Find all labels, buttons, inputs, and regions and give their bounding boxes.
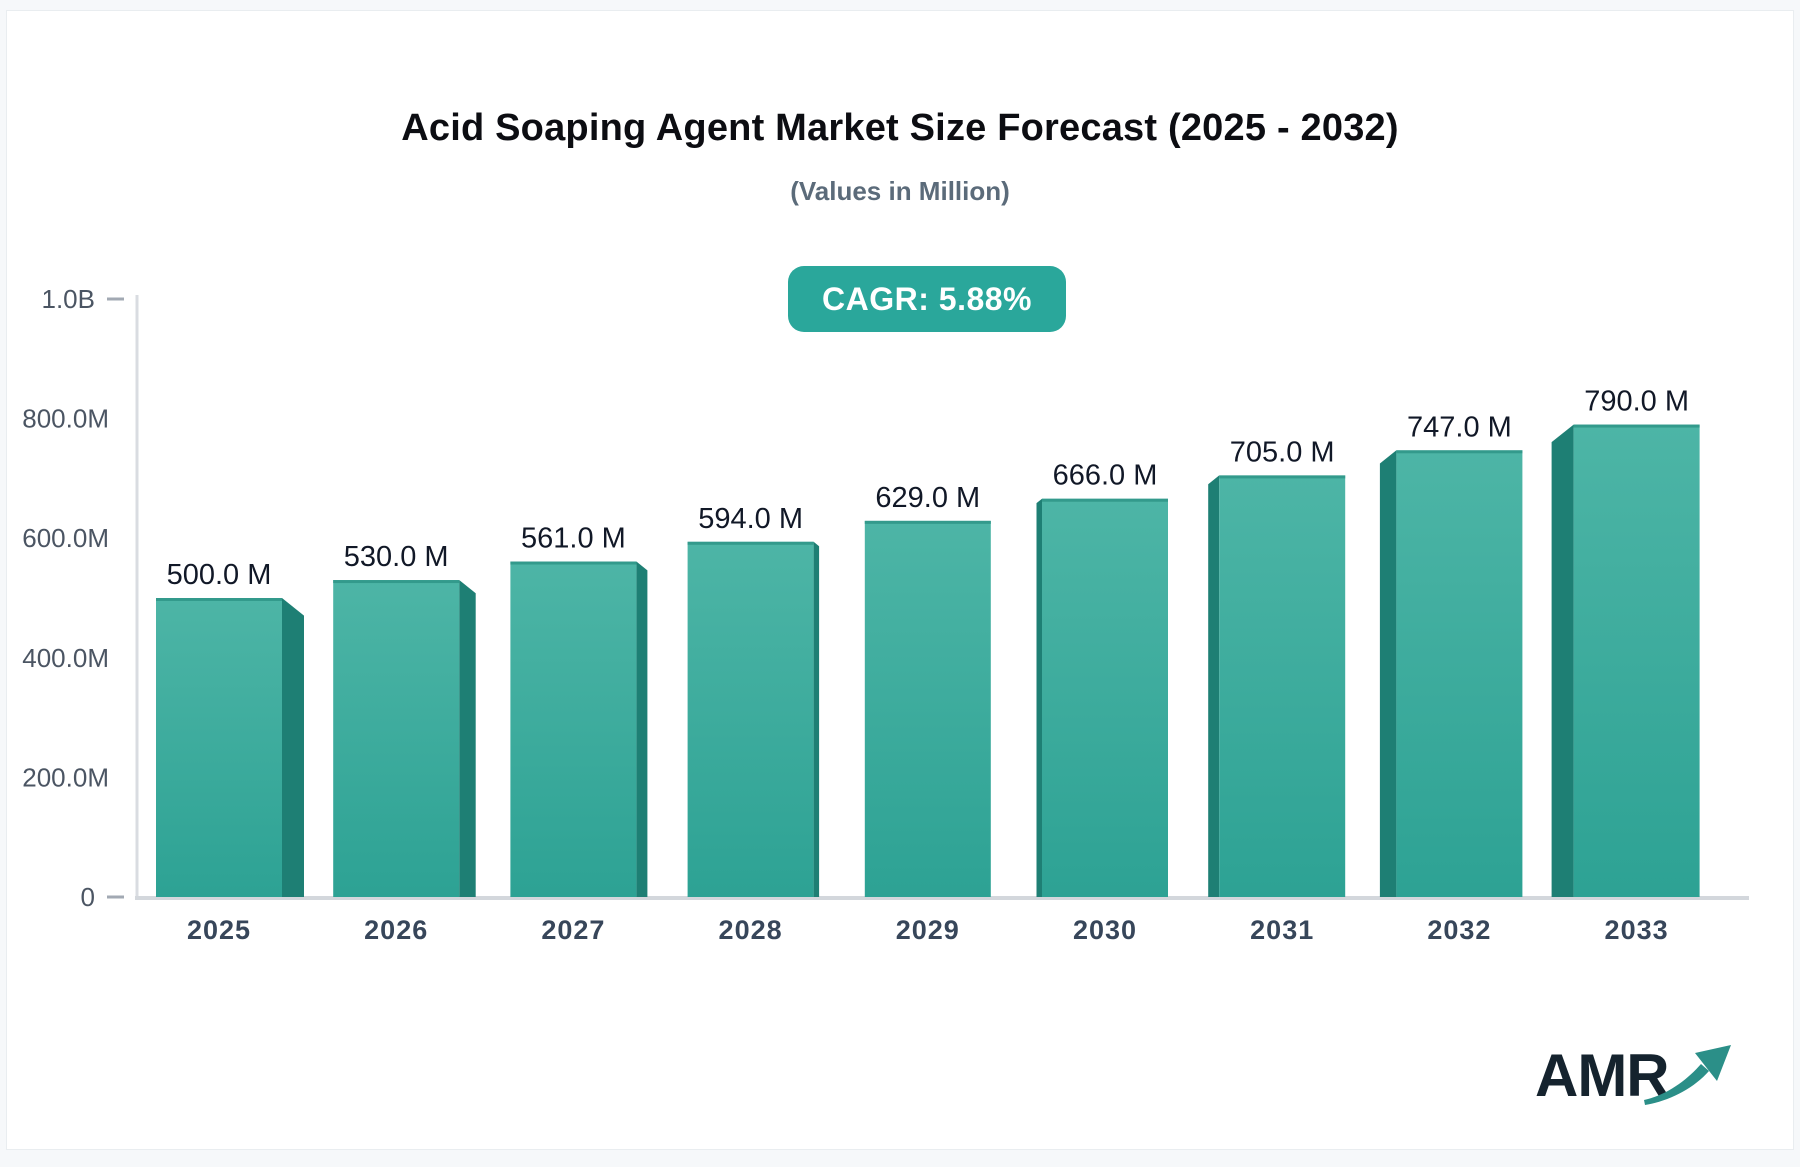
bar-value-label-2027: 561.0 M [521,523,626,555]
bar-top-edge-2031 [1219,475,1346,479]
bar-2032 [1379,450,1523,897]
bar-2028 [687,541,820,897]
bar-face-2031 [1219,475,1346,897]
amr-logo: AMR [1535,1041,1731,1121]
amr-logo-text: AMR [1535,1042,1670,1109]
growth-arrow-icon [1644,1045,1731,1105]
bar-side-2031 [1208,475,1220,897]
bar-side-2030 [1036,498,1042,897]
bar-side-2028 [813,541,820,897]
x-tick-label-2030: 2030 [1073,915,1137,945]
bar-top-edge-2025 [156,598,282,601]
x-tick-label-2027: 2027 [541,915,605,945]
bar-face-2025 [156,598,282,897]
x-tick-label-2029: 2029 [896,915,960,945]
x-tick-label-2026: 2026 [364,915,428,945]
bar-value-label-2033: 790.0 M [1584,386,1689,418]
bar-top-edge-2030 [1042,498,1168,502]
bar-value-label-2030: 666.0 M [1053,460,1158,492]
bar-face-2029 [864,520,991,897]
bar-value-label-2025: 500.0 M [167,559,272,591]
x-tick-label-2032: 2032 [1427,915,1491,945]
bar-2033 [1551,424,1700,897]
bar-top-edge-2033 [1573,424,1700,428]
chart-title: Acid Soaping Agent Market Size Forecast … [401,107,1399,149]
x-tick-label-2033: 2033 [1605,915,1669,945]
y-tick-label-600.0M: 600.0M [22,523,109,553]
x-tick-label-2025: 2025 [187,915,251,945]
chart-card: Acid Soaping Agent Market Size Forecast … [6,10,1794,1150]
bar-side-2026 [459,580,476,897]
y-tick-label-200.0M: 200.0M [22,762,109,792]
y-tick-label-800.0M: 800.0M [22,404,109,434]
bar-top-edge-2032 [1396,450,1523,454]
bar-side-2025 [282,598,304,897]
bar-side-2027 [636,561,648,897]
chart-axes [107,295,1749,900]
bar-2026 [333,580,476,897]
bar-face-2032 [1396,450,1523,897]
bar-face-2027 [510,561,637,897]
bar-value-label-2031: 705.0 M [1230,436,1335,468]
bar-2025 [156,598,304,897]
bar-top-edge-2028 [687,541,814,545]
bar-face-2026 [333,580,460,897]
x-tick-label-2031: 2031 [1250,915,1314,945]
bar-face-2033 [1573,424,1700,897]
y-tick-label-0: 0 [81,882,95,912]
x-tick-label-2028: 2028 [719,915,783,945]
chart-bars [156,424,1700,897]
bar-2029 [864,520,991,897]
bar-value-label-2032: 747.0 M [1407,411,1512,443]
bar-face-2028 [687,541,814,897]
bar-2031 [1208,475,1346,897]
bar-side-2033 [1551,424,1574,897]
bar-top-edge-2029 [864,520,991,524]
y-tick-label-400.0M: 400.0M [22,643,109,673]
bar-2027 [510,561,648,897]
chart-subtitle: (Values in Million) [790,176,1010,206]
chart-labels: 1.0B 800.0M 600.0M 400.0M 200.0M 0 500.0 M 2025… [22,284,1689,945]
bar-side-2032 [1379,450,1397,897]
bar-2030 [1036,498,1168,897]
y-tick-label-1.0B: 1.0B [42,284,96,314]
bar-top-edge-2026 [333,580,460,584]
bar-face-2030 [1042,498,1168,897]
bar-chart: 1.0B 800.0M 600.0M 400.0M 200.0M 0 500.0 M 2025… [22,284,1749,945]
bar-top-edge-2027 [510,561,637,565]
bar-value-label-2029: 629.0 M [875,482,980,514]
cagr-badge: CAGR: 5.88% [788,266,1066,332]
bar-value-label-2028: 594.0 M [698,503,803,535]
bar-value-label-2026: 530.0 M [344,541,449,573]
